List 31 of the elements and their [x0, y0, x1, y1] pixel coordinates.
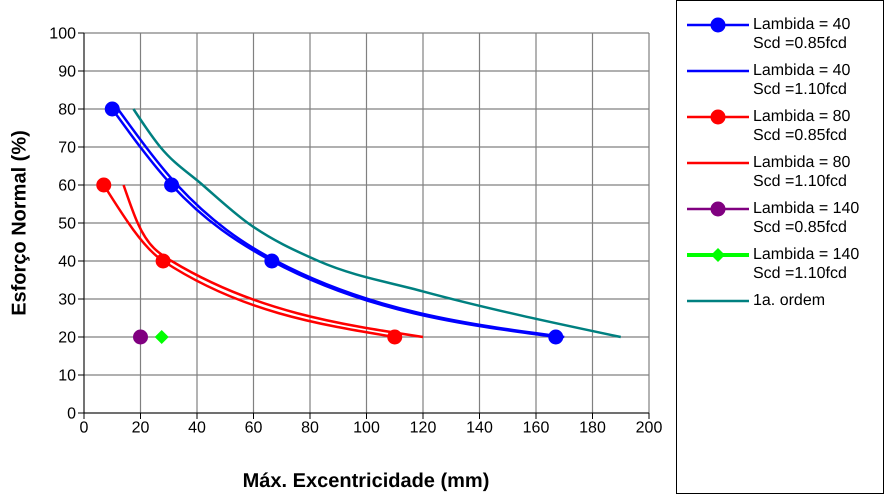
y-tick-label: 50	[58, 216, 76, 233]
x-tick-label: 140	[466, 419, 493, 436]
x-tick-label: 40	[188, 419, 206, 436]
x-tick-label: 0	[80, 419, 89, 436]
x-tick-label: 160	[522, 419, 550, 436]
legend-label: Lambida = 40 Scd =0.85fcd	[753, 15, 850, 53]
legend-label: Lambida = 80 Scd =0.85fcd	[753, 107, 850, 145]
x-tick-label: 100	[353, 419, 380, 436]
y-tick-label: 30	[58, 292, 76, 309]
x-tick-label: 80	[301, 419, 319, 436]
y-tick-label: 90	[58, 64, 76, 81]
y-tick-label: 20	[58, 330, 76, 347]
y-tick-label: 0	[67, 406, 76, 423]
legend-label: Lambida = 140 Scd =1.10fcd	[753, 245, 860, 283]
x-tick-label: 180	[579, 419, 606, 436]
y-tick-label: 70	[58, 140, 76, 157]
y-tick-label: 10	[58, 368, 76, 385]
x-tick-label: 200	[636, 419, 662, 436]
x-tick-label: 120	[410, 419, 436, 436]
y-tick-label: 40	[58, 254, 76, 271]
y-tick-label: 60	[58, 178, 76, 195]
y-tick-label: 80	[58, 102, 76, 119]
legend-label: Lambida = 140 Scd =0.85fcd	[753, 199, 860, 237]
legend-label: 1a. ordem	[753, 291, 826, 310]
y-tick-label: 100	[49, 26, 76, 43]
legend-label: Lambida = 40 Scd =1.10fcd	[753, 61, 850, 99]
x-tick-label: 60	[244, 419, 262, 436]
y-axis-title: Esforço Normal (%)	[8, 130, 32, 316]
x-axis-title: Máx. Excentricidade (mm)	[242, 470, 490, 493]
x-tick-label: 20	[132, 419, 150, 436]
legend-label: Lambida = 80 Scd =1.10fcd	[753, 153, 850, 191]
